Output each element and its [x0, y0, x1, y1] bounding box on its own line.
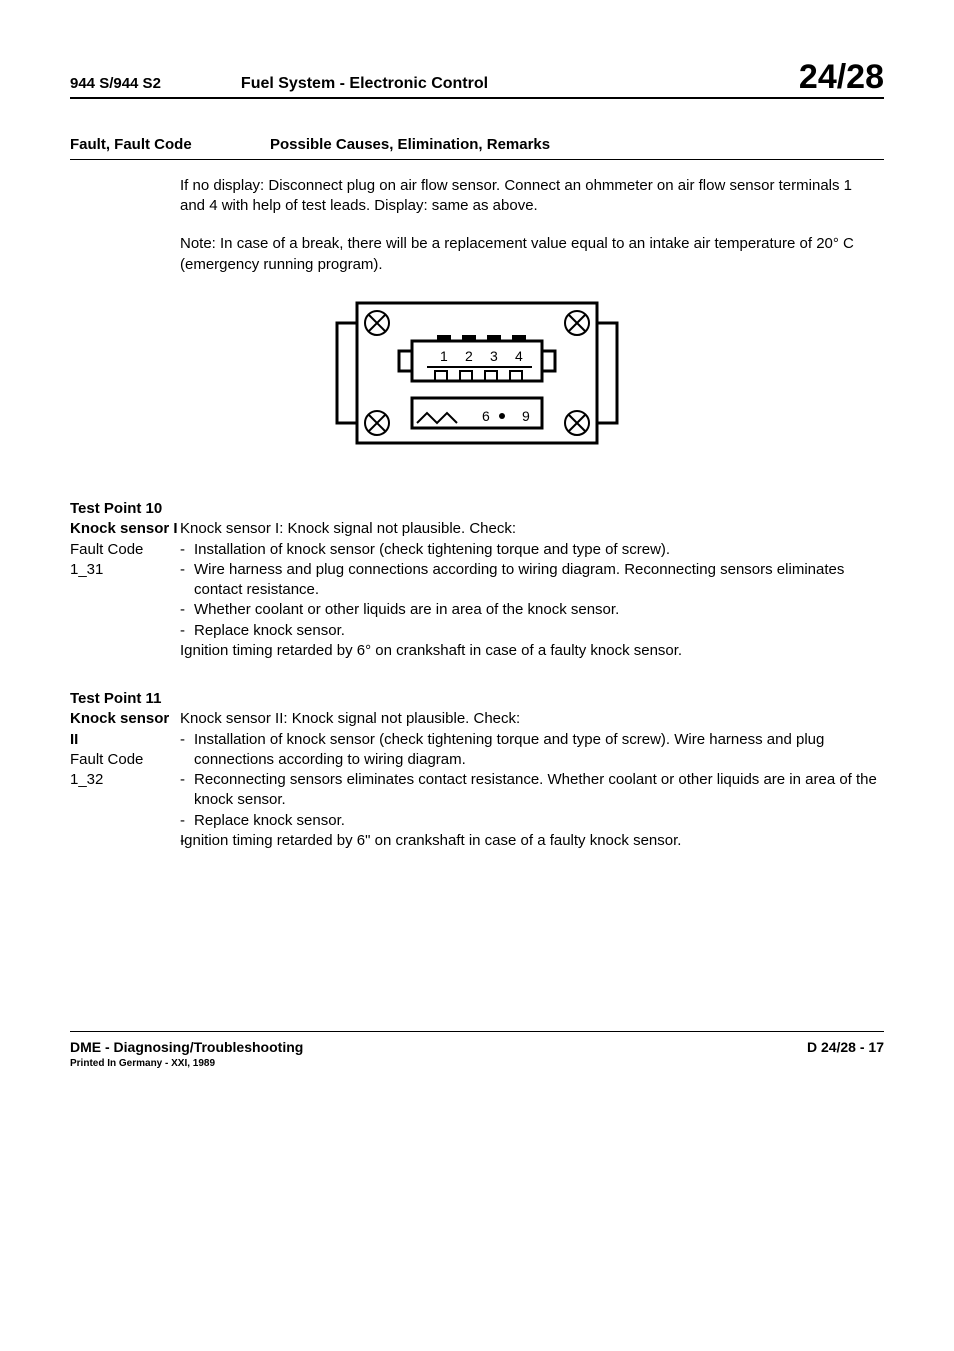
tp10-item-3: Replace knock sensor. [180, 621, 884, 641]
pin-label-2: 2 [465, 348, 473, 364]
tp11-sensor-label: Knock sensor II [70, 710, 169, 747]
footer-doc-title: DME - Diagnosing/Troubleshooting [70, 1039, 303, 1055]
tp11-item-1: Reconnecting sensors eliminates contact … [180, 770, 884, 811]
header-page-number: 24/28 [799, 60, 884, 94]
tp10-lead: Knock sensor I: Knock signal not plausib… [180, 519, 884, 539]
header-model: 944 S/944 S2 [70, 74, 201, 94]
intro-paragraph-1: If no display: Disconnect plug on air fl… [180, 176, 874, 217]
tp10-item-2: Whether coolant or other liquids are in … [180, 600, 884, 620]
tp10-faultcode-value: 1_31 [70, 560, 180, 580]
tp11-faultcode-value: 1_32 [70, 770, 180, 790]
tp10-trailer: Ignition timing retarded by 6° on cranks… [180, 641, 884, 661]
col-header-right: Possible Causes, Elimination, Remarks [270, 135, 550, 155]
tp11-right-col: Knock sensor II: Knock signal not plausi… [180, 709, 884, 851]
pin-label-1: 1 [440, 348, 448, 364]
pin-label-6: 6 [482, 408, 490, 424]
footer-print-info: Printed In Germany - XXI, 1989 [70, 1057, 303, 1071]
header-title: Fuel System - Electronic Control [201, 73, 799, 95]
pin-label-9: 9 [522, 408, 530, 424]
tp11-title: Test Point 11 [70, 689, 884, 709]
col-header-left: Fault, Fault Code [70, 135, 270, 155]
tp11-item-2: Replace knock sensor. [180, 811, 884, 831]
tp10-right-col: Knock sensor I: Knock signal not plausib… [180, 519, 884, 661]
page-header: 944 S/944 S2 Fuel System - Electronic Co… [70, 60, 884, 99]
tp10-item-1: Wire harness and plug connections accord… [180, 560, 884, 601]
tp10-left-col: Knock sensor I Fault Code 1_31 [70, 519, 180, 661]
pin-label-4: 4 [515, 348, 523, 364]
footer-left: DME - Diagnosing/Troubleshooting Printed… [70, 1038, 303, 1070]
test-point-10: Test Point 10 Knock sensor I Fault Code … [70, 499, 884, 661]
tp11-faultcode-label: Fault Code [70, 750, 180, 770]
tp10-title: Test Point 10 [70, 499, 884, 519]
tp10-item-0: Installation of knock sensor (check tigh… [180, 540, 884, 560]
intro-paragraph-2: Note: In case of a break, there will be … [180, 234, 874, 275]
test-point-11: Test Point 11 Knock sensor II Fault Code… [70, 689, 884, 851]
tp11-trailer: Ignition timing retarded by 6" on cranks… [180, 831, 884, 851]
pin-label-3: 3 [490, 348, 498, 364]
footer-page-ref: D 24/28 - 17 [807, 1038, 884, 1057]
tp11-lead: Knock sensor II: Knock signal not plausi… [180, 709, 884, 729]
tp10-faultcode-label: Fault Code [70, 540, 180, 560]
tp11-check-list: Installation of knock sensor (check tigh… [180, 730, 884, 831]
tp10-sensor-label: Knock sensor I [70, 520, 178, 537]
tp10-check-list: Installation of knock sensor (check tigh… [180, 540, 884, 641]
column-headers: Fault, Fault Code Possible Causes, Elimi… [70, 135, 884, 160]
tp11-item-0: Installation of knock sensor (check tigh… [180, 730, 884, 771]
connector-diagram: 1 2 3 4 6 9 [70, 293, 884, 469]
page-footer: DME - Diagnosing/Troubleshooting Printed… [70, 1031, 884, 1070]
tp11-left-col: Knock sensor II Fault Code 1_32 [70, 709, 180, 851]
